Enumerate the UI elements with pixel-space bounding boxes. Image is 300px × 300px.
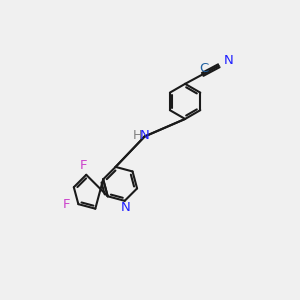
Text: F: F [80, 159, 87, 172]
Text: N: N [224, 54, 233, 67]
Text: C: C [200, 62, 208, 76]
Text: H: H [133, 129, 142, 142]
Text: N: N [121, 201, 131, 214]
Text: F: F [62, 198, 70, 211]
Text: N: N [140, 129, 149, 142]
